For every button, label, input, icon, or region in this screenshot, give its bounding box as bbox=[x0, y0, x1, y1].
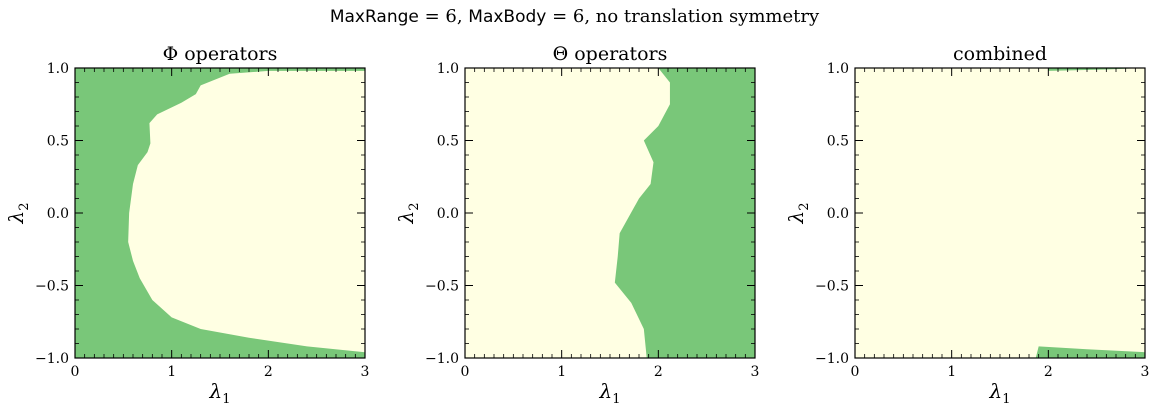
y-tick-label: −1.0 bbox=[815, 351, 849, 367]
y-tick-label: 0.0 bbox=[827, 206, 849, 222]
x-tick-label: 2 bbox=[1044, 364, 1053, 380]
panel-title: Θ operators bbox=[553, 43, 668, 65]
x-tick-label: 3 bbox=[361, 364, 370, 380]
y-tick-label: 1.0 bbox=[437, 61, 459, 77]
y-tick-label: 1.0 bbox=[47, 61, 69, 77]
y-tick-label: 0.5 bbox=[827, 134, 849, 150]
y-axis-label: λ2 bbox=[394, 203, 422, 225]
chart-panel-1: 0 1 2 3 −1.0 −0.5 0.0 0.5 1.0 Φ operators λ1 λ2 bbox=[4, 43, 369, 403]
y-tick-label: 0.0 bbox=[437, 206, 459, 222]
suptitle-eq1: = 6, bbox=[418, 6, 469, 27]
x-axis-label: λ1 bbox=[989, 379, 1011, 403]
x-tick-label: 1 bbox=[167, 364, 176, 380]
chart-panel-2: 0 1 2 3 −1.0 −0.5 0.0 0.5 1.0 Θ operators λ1 λ2 bbox=[394, 43, 759, 403]
y-tick-label: −0.5 bbox=[35, 279, 69, 295]
x-tick-label: 1 bbox=[557, 364, 566, 380]
x-tick-label: 0 bbox=[851, 364, 860, 380]
suptitle-maxbody: MaxBody bbox=[468, 7, 547, 27]
y-tick-label: −0.5 bbox=[425, 279, 459, 295]
region-fill bbox=[128, 68, 365, 358]
region-fill bbox=[614, 68, 755, 358]
y-tick-label: 0.5 bbox=[437, 134, 459, 150]
x-tick-label: 0 bbox=[461, 364, 470, 380]
figure-suptitle: MaxRange = 6, MaxBody = 6, no translatio… bbox=[0, 6, 1149, 27]
x-axis-label: λ1 bbox=[599, 379, 621, 403]
region-patch-bottom bbox=[1035, 346, 1145, 358]
y-tick-label: 1.0 bbox=[827, 61, 849, 77]
x-tick-label: 3 bbox=[1141, 364, 1149, 380]
y-tick-label: −0.5 bbox=[815, 279, 849, 295]
x-tick-label: 2 bbox=[654, 364, 663, 380]
x-tick-label: 1 bbox=[947, 364, 956, 380]
x-tick-label: 2 bbox=[264, 364, 273, 380]
panel-title: Φ operators bbox=[163, 43, 278, 65]
x-axis-label: λ1 bbox=[209, 379, 231, 403]
y-tick-label: −1.0 bbox=[425, 351, 459, 367]
x-tick-label: 3 bbox=[751, 364, 760, 380]
plot-background bbox=[855, 68, 1145, 358]
y-axis-label: λ2 bbox=[784, 203, 812, 225]
y-tick-label: −1.0 bbox=[35, 351, 69, 367]
y-tick-label: 0.0 bbox=[47, 206, 69, 222]
suptitle-maxrange: MaxRange bbox=[329, 7, 419, 27]
y-axis-label: λ2 bbox=[4, 203, 32, 225]
y-tick-label: 0.5 bbox=[47, 134, 69, 150]
panel-title: combined bbox=[953, 43, 1047, 65]
chart-panel-3: 0 1 2 3 −1.0 −0.5 0.0 0.5 1.0 combined λ1 λ2 bbox=[784, 43, 1149, 403]
x-tick-label: 0 bbox=[71, 364, 80, 380]
suptitle-rest: = 6, no translation symmetry bbox=[546, 6, 820, 27]
